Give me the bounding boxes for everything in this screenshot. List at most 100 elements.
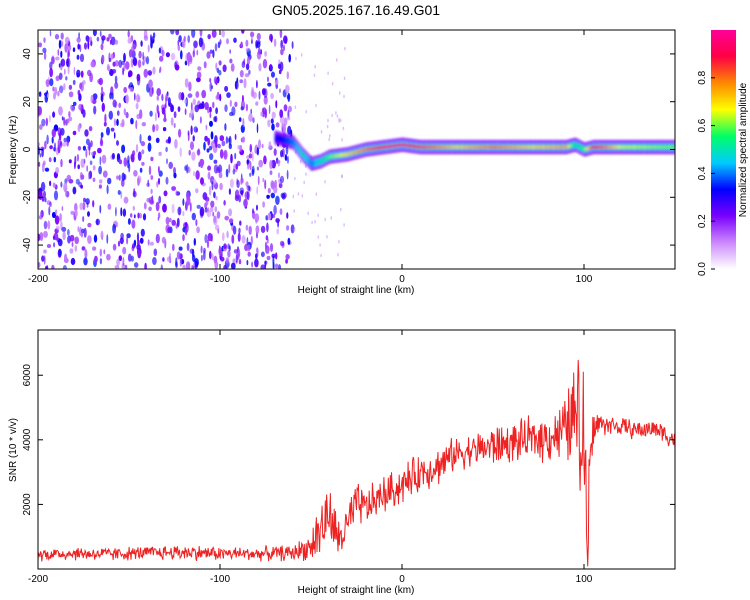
noise-blob bbox=[147, 239, 150, 246]
noise-blob bbox=[48, 76, 50, 85]
ridge-core bbox=[645, 145, 647, 149]
noise-blob bbox=[47, 220, 51, 230]
ridge-core bbox=[287, 139, 289, 143]
noise-blob bbox=[44, 197, 47, 203]
noise-blob bbox=[211, 181, 214, 191]
noise-blob bbox=[99, 30, 102, 37]
noise-blob bbox=[267, 76, 269, 83]
noise-blob bbox=[81, 246, 85, 251]
noise-blob bbox=[71, 242, 74, 247]
noise-blob bbox=[314, 219, 316, 224]
noise-blob bbox=[38, 42, 43, 48]
ridge-core bbox=[562, 145, 564, 149]
noise-blob bbox=[148, 79, 153, 89]
noise-blob bbox=[264, 260, 267, 269]
ridge-core bbox=[622, 145, 624, 149]
ridge-core bbox=[346, 152, 348, 156]
noise-blob bbox=[245, 47, 251, 52]
noise-blob bbox=[254, 253, 258, 260]
noise-blob bbox=[127, 30, 130, 38]
noise-blob bbox=[38, 106, 42, 116]
noise-blob bbox=[215, 196, 218, 201]
noise-blob bbox=[210, 131, 214, 140]
noise-blob bbox=[101, 54, 105, 64]
noise-blob bbox=[319, 243, 321, 247]
noise-blob bbox=[109, 57, 112, 63]
noise-blob bbox=[270, 192, 275, 199]
ridge-core bbox=[619, 145, 621, 149]
ridge-core bbox=[577, 144, 579, 148]
ridge-core bbox=[291, 140, 294, 144]
noise-blob bbox=[55, 56, 60, 61]
ridge-core bbox=[649, 145, 651, 149]
noise-blob bbox=[83, 227, 87, 238]
noise-blob bbox=[286, 169, 289, 180]
ridge-core bbox=[545, 145, 547, 149]
noise-blob bbox=[190, 108, 194, 118]
noise-blob bbox=[185, 227, 188, 236]
ridge-core bbox=[282, 138, 284, 142]
ridge-core bbox=[362, 149, 364, 152]
noise-blob bbox=[207, 232, 213, 242]
noise-blob bbox=[314, 64, 317, 69]
noise-blob bbox=[317, 213, 320, 218]
noise-blob bbox=[246, 57, 251, 65]
noise-blob bbox=[87, 222, 92, 228]
noise-blob bbox=[99, 248, 103, 257]
noise-blob bbox=[239, 70, 244, 78]
noise-blob bbox=[74, 236, 79, 245]
ridge-core bbox=[631, 145, 633, 149]
noise-blob bbox=[130, 117, 134, 125]
ridge-core bbox=[285, 138, 287, 142]
noise-blob bbox=[218, 246, 222, 256]
ridge-core bbox=[313, 161, 315, 165]
ridge-core bbox=[288, 139, 290, 143]
noise-blob bbox=[207, 34, 211, 40]
noise-blob bbox=[196, 149, 201, 156]
noise-blob bbox=[276, 228, 280, 235]
noise-blob bbox=[93, 234, 98, 243]
noise-blob bbox=[69, 234, 75, 242]
noise-blob bbox=[78, 32, 80, 39]
noise-blob bbox=[268, 141, 272, 149]
noise-blob bbox=[68, 159, 72, 164]
noise-blob bbox=[196, 49, 199, 56]
noise-blob bbox=[221, 140, 226, 147]
noise-blob bbox=[55, 75, 60, 82]
noise-blob bbox=[335, 111, 337, 115]
noise-blob bbox=[204, 135, 209, 142]
noise-blob bbox=[196, 226, 201, 234]
noise-blob bbox=[83, 257, 88, 266]
noise-blob bbox=[126, 236, 129, 245]
ridge-core bbox=[301, 151, 303, 155]
noise-blob bbox=[338, 117, 340, 122]
noise-blob bbox=[103, 249, 106, 255]
noise-blob bbox=[79, 82, 82, 90]
noise-blob bbox=[52, 235, 56, 240]
noise-blob bbox=[196, 77, 201, 83]
noise-blob bbox=[265, 215, 269, 221]
noise-blob bbox=[157, 212, 161, 219]
ridge-core bbox=[548, 145, 550, 149]
ridge-core bbox=[635, 145, 638, 149]
noise-blob bbox=[265, 235, 269, 241]
noise-blob bbox=[77, 146, 81, 151]
noise-blob bbox=[292, 194, 295, 199]
noise-blob bbox=[122, 246, 127, 255]
noise-blob bbox=[92, 165, 96, 171]
ridge-core bbox=[531, 145, 533, 149]
noise-blob bbox=[74, 209, 78, 217]
ridge-core bbox=[564, 145, 566, 149]
noise-blob bbox=[38, 91, 42, 97]
ridge-core bbox=[442, 145, 444, 149]
ridge-core bbox=[572, 143, 574, 147]
noise-blob bbox=[147, 135, 152, 142]
noise-blob bbox=[162, 127, 167, 132]
noise-blob bbox=[248, 185, 251, 191]
noise-blob bbox=[245, 63, 250, 71]
noise-blob bbox=[331, 113, 333, 118]
noise-blob bbox=[43, 220, 48, 230]
ridge-core bbox=[574, 143, 576, 147]
noise-blob bbox=[212, 49, 215, 58]
